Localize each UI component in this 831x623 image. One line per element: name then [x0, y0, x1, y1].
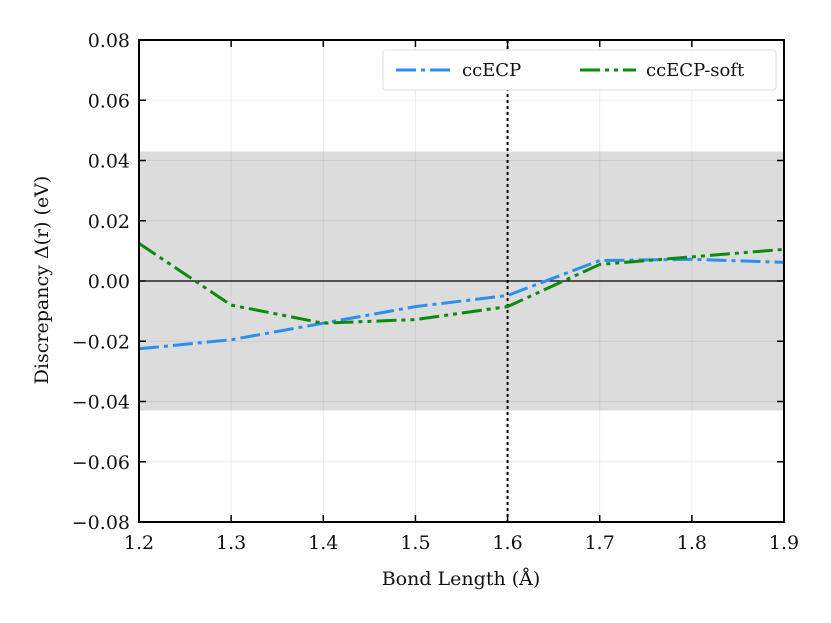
- x-tick-label-1: 1.3: [216, 532, 246, 554]
- ticks: [138, 39, 785, 523]
- x-axis-label: Bond Length (Å): [382, 568, 541, 590]
- x-tick-label-0: 1.2: [124, 532, 154, 554]
- x-tick-label-4: 1.6: [492, 532, 522, 554]
- y-axis-label: Discrepancy Δ(r) (eV): [31, 176, 53, 385]
- y-tick-label-5: 0.02: [88, 211, 130, 233]
- y-tick-label-7: 0.06: [88, 90, 130, 112]
- y-tick-label-8: 0.08: [88, 30, 130, 52]
- legend-label-ccECP: ccECP: [462, 60, 521, 81]
- x-tick-label-2: 1.4: [308, 532, 338, 554]
- reference-lines: [139, 40, 784, 522]
- series-line-ccECP-soft: [138, 242, 785, 325]
- y-tick-label-0: −0.08: [72, 512, 130, 534]
- x-tick-label-5: 1.7: [585, 532, 615, 554]
- y-tick-label-6: 0.04: [88, 151, 130, 173]
- y-tick-label-1: −0.06: [72, 452, 130, 474]
- y-tick-labels: −0.08 −0.06 −0.04 −0.02 0.00 0.02 0.04 0.06 0.08: [72, 30, 130, 534]
- legend-box: [382, 49, 777, 91]
- legend-label-ccECP-soft: ccECP-soft: [646, 60, 745, 81]
- x-tick-label-6: 1.8: [677, 532, 707, 554]
- x-tick-labels: 1.2 1.3 1.4 1.5 1.6 1.7 1.8 1.9: [124, 532, 799, 554]
- legend: ccECP ccECP-soft: [382, 49, 777, 91]
- y-tick-label-4: 0.00: [88, 271, 130, 293]
- y-tick-label-2: −0.04: [72, 392, 130, 414]
- y-tick-label-3: −0.02: [72, 331, 130, 353]
- series-lines: [138, 242, 785, 351]
- x-tick-label-7: 1.9: [769, 532, 799, 554]
- x-tick-label-3: 1.5: [400, 532, 430, 554]
